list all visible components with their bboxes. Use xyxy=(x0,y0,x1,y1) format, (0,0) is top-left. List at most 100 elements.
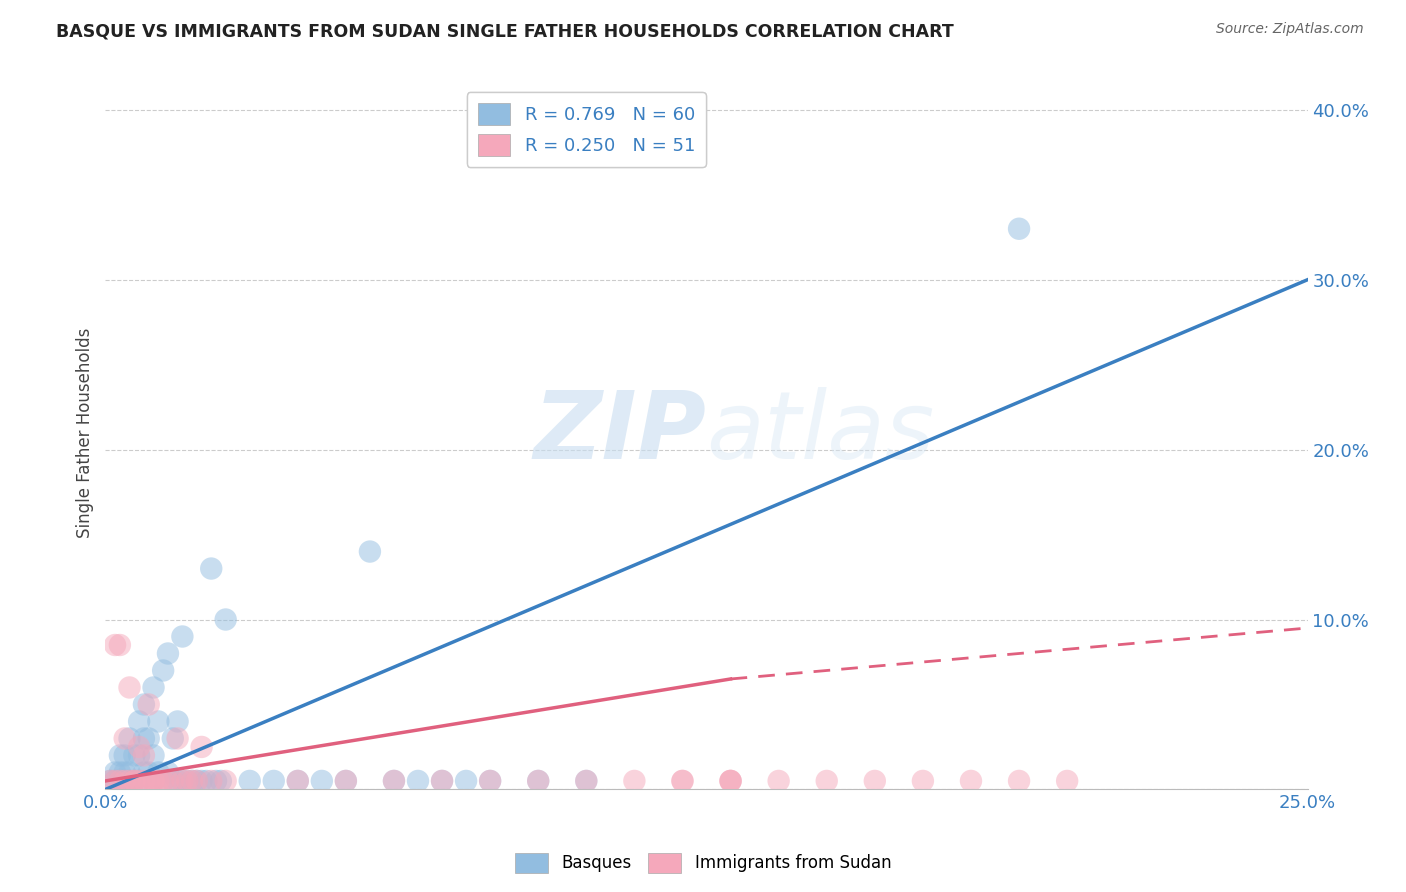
Point xyxy=(98,773,121,788)
Point xyxy=(863,773,886,788)
Text: ZIP: ZIP xyxy=(534,386,707,479)
Point xyxy=(1008,221,1031,235)
Point xyxy=(114,731,136,746)
Point xyxy=(166,773,188,788)
Point xyxy=(124,773,146,788)
Point xyxy=(205,773,228,788)
Point xyxy=(108,748,131,763)
Point xyxy=(114,765,136,780)
Point xyxy=(128,773,150,788)
Point xyxy=(132,698,155,712)
Point xyxy=(162,731,184,746)
Point xyxy=(128,748,150,763)
Point xyxy=(132,748,155,763)
Point xyxy=(768,773,790,788)
Point xyxy=(104,773,127,788)
Point xyxy=(335,773,357,788)
Point xyxy=(172,630,194,644)
Point xyxy=(142,773,165,788)
Point xyxy=(118,773,141,788)
Text: BASQUE VS IMMIGRANTS FROM SUDAN SINGLE FATHER HOUSEHOLDS CORRELATION CHART: BASQUE VS IMMIGRANTS FROM SUDAN SINGLE F… xyxy=(56,22,955,40)
Point xyxy=(200,773,222,788)
Point xyxy=(138,698,160,712)
Point xyxy=(287,773,309,788)
Point xyxy=(118,773,141,788)
Point xyxy=(162,773,184,788)
Point xyxy=(166,731,188,746)
Point xyxy=(311,773,333,788)
Point xyxy=(114,773,136,788)
Point xyxy=(166,714,188,729)
Point xyxy=(263,773,285,788)
Point xyxy=(148,773,170,788)
Text: atlas: atlas xyxy=(707,387,935,478)
Point xyxy=(287,773,309,788)
Point xyxy=(186,773,208,788)
Point xyxy=(108,765,131,780)
Point xyxy=(118,681,141,695)
Point xyxy=(172,773,194,788)
Point xyxy=(104,638,127,652)
Point xyxy=(104,765,127,780)
Point xyxy=(124,773,146,788)
Point xyxy=(124,773,146,788)
Point xyxy=(176,773,198,788)
Point xyxy=(128,773,150,788)
Point xyxy=(1008,773,1031,788)
Point xyxy=(156,773,179,788)
Point xyxy=(575,773,598,788)
Point xyxy=(181,773,204,788)
Point xyxy=(720,773,742,788)
Point xyxy=(132,765,155,780)
Point xyxy=(1056,773,1078,788)
Point xyxy=(479,773,502,788)
Point xyxy=(527,773,550,788)
Point xyxy=(671,773,693,788)
Point xyxy=(406,773,429,788)
Point xyxy=(382,773,405,788)
Point xyxy=(575,773,598,788)
Point xyxy=(430,773,453,788)
Point xyxy=(148,714,170,729)
Point xyxy=(132,731,155,746)
Point xyxy=(671,773,693,788)
Point xyxy=(200,561,222,575)
Point xyxy=(623,773,645,788)
Point xyxy=(128,714,150,729)
Point xyxy=(118,731,141,746)
Point xyxy=(156,765,179,780)
Point xyxy=(382,773,405,788)
Point xyxy=(214,773,236,788)
Point xyxy=(142,773,165,788)
Point xyxy=(186,773,208,788)
Point xyxy=(156,647,179,661)
Point xyxy=(98,773,121,788)
Point xyxy=(960,773,983,788)
Point xyxy=(108,638,131,652)
Point xyxy=(142,681,165,695)
Point xyxy=(114,748,136,763)
Point xyxy=(152,773,174,788)
Point xyxy=(138,731,160,746)
Point xyxy=(138,773,160,788)
Point xyxy=(118,765,141,780)
Point xyxy=(190,739,212,754)
Point xyxy=(152,664,174,678)
Point xyxy=(190,773,212,788)
Point xyxy=(108,773,131,788)
Y-axis label: Single Father Households: Single Father Households xyxy=(76,327,94,538)
Point xyxy=(172,773,194,788)
Point xyxy=(138,765,160,780)
Point xyxy=(114,773,136,788)
Legend: Basques, Immigrants from Sudan: Basques, Immigrants from Sudan xyxy=(508,847,898,880)
Point xyxy=(720,773,742,788)
Point xyxy=(430,773,453,788)
Point xyxy=(176,773,198,788)
Point xyxy=(162,773,184,788)
Point xyxy=(209,773,232,788)
Point xyxy=(335,773,357,788)
Point xyxy=(108,773,131,788)
Point xyxy=(527,773,550,788)
Point xyxy=(142,773,165,788)
Point xyxy=(239,773,262,788)
